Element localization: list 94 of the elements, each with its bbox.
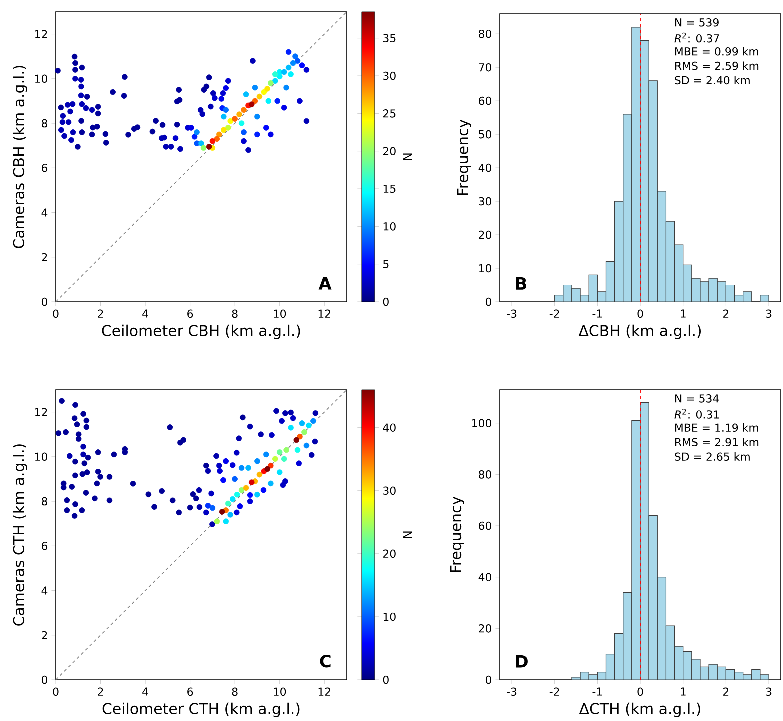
color-bar-label: 25 xyxy=(383,110,396,118)
x-tick-label: 1 xyxy=(681,310,686,318)
y-tick-label: 70 xyxy=(479,63,492,72)
annotation: RMS = 2.59 km xyxy=(676,62,759,70)
y-axis-title: Cameras CTH (km a.g.l.) xyxy=(12,444,28,626)
x-tick-label: 2 xyxy=(98,310,104,318)
x-tick-label: 10 xyxy=(274,688,286,696)
annotation: D xyxy=(516,655,528,668)
x-axis-title: ΔCBH (km a.g.l.) xyxy=(578,324,701,340)
x-tick-label: 0 xyxy=(638,310,644,318)
y-tick-label: 0 xyxy=(42,676,48,684)
color-bar-label: 10 xyxy=(384,612,396,622)
y-tick-label: 4 xyxy=(42,208,48,217)
x-tick-label: -1 xyxy=(592,688,602,696)
color-bar-label: 20 xyxy=(383,147,396,156)
color-bar-label: 0 xyxy=(383,298,389,306)
color-bar-label: 5 xyxy=(384,260,389,268)
y-axis-title: Frequency xyxy=(450,496,464,572)
color-bar-label: 30 xyxy=(384,72,396,80)
x-tick-label: 4 xyxy=(142,688,148,696)
color-bar-label: 40 xyxy=(383,424,396,432)
y-axis-title: Frequency xyxy=(457,120,472,196)
y-tick-label: 0 xyxy=(42,298,48,306)
y-tick-label: 6 xyxy=(42,164,48,172)
y-tick-label: 100 xyxy=(472,419,492,428)
x-tick-label: -3 xyxy=(507,310,517,318)
y-tick-label: 2 xyxy=(42,631,48,640)
y-tick-label: 0 xyxy=(486,676,492,684)
x-tick-label: -3 xyxy=(507,688,517,696)
x-tick-label: 0 xyxy=(53,688,59,696)
annotation: MBE = 0.99 km xyxy=(676,47,758,56)
x-tick-label: 6 xyxy=(188,310,194,318)
annotation: B xyxy=(516,277,526,290)
x-tick-label: 4 xyxy=(142,310,148,318)
x-tick-label: 10 xyxy=(274,310,286,318)
x-axis-title: ΔCTH (km a.g.l.) xyxy=(579,702,700,718)
annotation: R$^{2}$: 0.37 xyxy=(674,32,720,43)
y-tick-label: 8 xyxy=(42,497,48,506)
x-tick-label: 12 xyxy=(318,310,330,318)
color-bar-label: 35 xyxy=(384,34,396,42)
x-tick-label: 0 xyxy=(53,310,59,318)
y-tick-label: 12 xyxy=(35,30,48,38)
annotation: MBE = 1.19 km xyxy=(676,424,758,432)
color-bar-title: N xyxy=(403,154,412,160)
annotation: A xyxy=(318,277,332,290)
y-tick-label: 80 xyxy=(479,470,492,479)
color-bar-label: 0 xyxy=(383,676,389,684)
x-tick-label: -1 xyxy=(592,310,602,318)
y-tick-label: 60 xyxy=(479,96,492,106)
x-tick-label: 0 xyxy=(638,688,644,696)
y-tick-label: 60 xyxy=(479,522,492,530)
annotation: N = 539 xyxy=(676,18,719,27)
y-tick-label: 10 xyxy=(35,74,48,84)
x-tick-label: 2 xyxy=(723,688,729,696)
y-tick-label: 0 xyxy=(486,298,492,306)
annotation: SD = 2.40 km xyxy=(675,76,750,85)
x-tick-label: 6 xyxy=(188,688,194,696)
color-bar-label: 20 xyxy=(383,550,396,558)
y-axis-title: Cameras CBH (km a.g.l.) xyxy=(12,66,28,248)
annotation: SD = 2.65 km xyxy=(675,452,750,462)
x-tick-label: 3 xyxy=(766,310,772,318)
y-tick-label: 6 xyxy=(42,542,48,550)
annotation: C xyxy=(320,654,331,668)
annotation: RMS = 2.91 km xyxy=(676,438,759,447)
x-axis-title: Ceilometer CTH (km a.g.l.) xyxy=(102,702,300,718)
y-tick-label: 40 xyxy=(478,164,492,172)
color-bar-title: N xyxy=(403,532,412,538)
x-tick-label: 8 xyxy=(232,310,238,318)
y-tick-label: 20 xyxy=(479,624,492,633)
y-tick-label: 4 xyxy=(42,586,48,595)
x-tick-label: 2 xyxy=(723,310,729,318)
y-tick-label: 20 xyxy=(479,230,492,240)
x-tick-label: 2 xyxy=(98,688,104,696)
x-tick-label: 1 xyxy=(681,688,686,696)
y-tick-label: 40 xyxy=(478,573,492,582)
color-bar-label: 30 xyxy=(384,486,396,496)
x-tick-label: 8 xyxy=(232,688,238,696)
x-tick-label: 12 xyxy=(318,688,330,696)
x-tick-label: 3 xyxy=(766,688,772,696)
y-tick-label: 30 xyxy=(479,197,492,206)
y-tick-label: 12 xyxy=(35,408,48,416)
y-tick-label: 2 xyxy=(42,253,48,262)
color-bar-label: 15 xyxy=(384,184,396,194)
color-bar-label: 10 xyxy=(384,222,396,231)
x-tick-label: -2 xyxy=(550,310,560,318)
x-tick-label: -2 xyxy=(550,688,560,696)
y-tick-label: 10 xyxy=(479,264,492,273)
x-axis-title: Ceilometer CBH (km a.g.l.) xyxy=(102,324,300,340)
y-tick-label: 10 xyxy=(35,452,48,462)
annotation: R$^{2}$: 0.31 xyxy=(674,409,720,419)
annotation: N = 534 xyxy=(676,394,720,403)
y-tick-label: 80 xyxy=(479,30,492,38)
y-tick-label: 50 xyxy=(479,130,492,139)
y-tick-label: 8 xyxy=(42,119,48,128)
